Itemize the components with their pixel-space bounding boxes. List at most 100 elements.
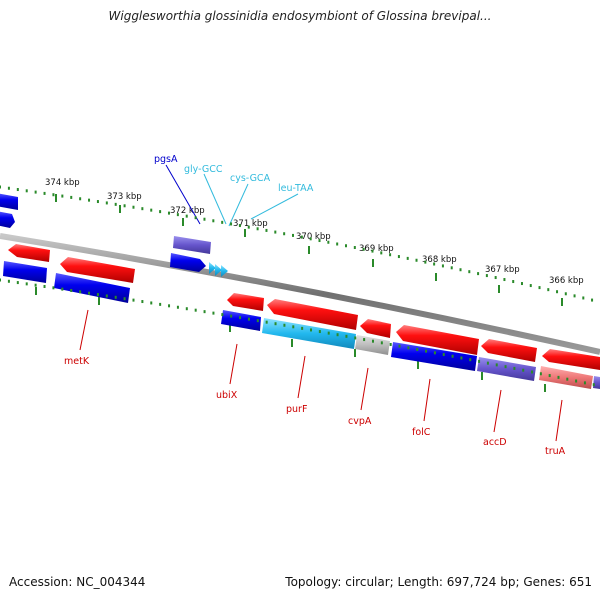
- genome-summary-text: Topology: circular; Length: 697,724 bp; …: [285, 575, 592, 589]
- minor-tick: [309, 328, 312, 332]
- minor-tick: [274, 230, 277, 234]
- minor-tick: [450, 266, 453, 270]
- cds-feature-pgsA[interactable]: [173, 236, 211, 254]
- gene-label-folC[interactable]: folC: [412, 427, 431, 438]
- minor-tick: [318, 239, 321, 243]
- minor-tick: [389, 342, 392, 346]
- minor-tick: [469, 358, 472, 362]
- minor-tick: [96, 200, 99, 204]
- cds-feature-metK[interactable]: [54, 273, 130, 303]
- minor-tick: [70, 195, 73, 199]
- minor-tick: [239, 316, 242, 320]
- minor-tick: [539, 372, 542, 376]
- minor-tick: [141, 300, 144, 304]
- minor-tick: [433, 351, 436, 355]
- cds-feature[interactable]: [227, 293, 264, 311]
- trna-feature-gly-GCC[interactable]: [209, 262, 216, 274]
- trna-feature-cys-GCA[interactable]: [215, 264, 222, 276]
- cds-feature-truA[interactable]: [539, 366, 593, 389]
- gene-label-pgsA[interactable]: pgsA: [154, 154, 178, 165]
- minor-tick: [167, 211, 170, 215]
- minor-tick: [327, 331, 330, 335]
- minor-tick: [283, 232, 286, 236]
- cds-feature[interactable]: [0, 211, 15, 228]
- minor-tick: [247, 317, 250, 321]
- minor-tick: [203, 310, 206, 314]
- leader-line: [493, 389, 502, 433]
- gene-label-truA[interactable]: truA: [545, 446, 566, 457]
- leader-line: [203, 173, 227, 225]
- minor-tick: [221, 220, 224, 224]
- minor-tick: [79, 290, 82, 294]
- minor-tick: [159, 302, 162, 306]
- minor-tick: [150, 208, 153, 212]
- leader-line: [360, 367, 369, 411]
- minor-tick: [425, 349, 428, 353]
- cds-feature-folC[interactable]: [391, 342, 477, 371]
- minor-tick: [345, 334, 348, 338]
- cds-feature[interactable]: [360, 319, 391, 338]
- minor-tick: [397, 255, 400, 259]
- cds-feature[interactable]: [593, 376, 600, 389]
- cds-feature[interactable]: [542, 349, 600, 370]
- gene-label-accD[interactable]: accD: [483, 437, 507, 448]
- minor-tick: [592, 383, 595, 387]
- minor-tick: [371, 339, 374, 343]
- minor-tick: [477, 272, 480, 276]
- minor-tick: [230, 314, 233, 318]
- minor-tick: [504, 365, 507, 369]
- leader-line: [229, 343, 238, 385]
- gene-label-leu-TAA[interactable]: leu-TAA: [278, 183, 314, 194]
- cds-feature[interactable]: [170, 253, 206, 272]
- minor-tick: [141, 207, 144, 211]
- minor-tick: [114, 202, 117, 206]
- minor-tick: [583, 381, 586, 385]
- minor-tick: [495, 363, 498, 367]
- minor-tick: [301, 326, 304, 330]
- gene-label-cys-GCA[interactable]: cys-GCA: [230, 173, 271, 184]
- cds-feature[interactable]: [396, 325, 479, 355]
- cds-feature[interactable]: [8, 244, 50, 262]
- cds-feature-accD[interactable]: [477, 357, 536, 381]
- minor-tick: [503, 278, 506, 282]
- minor-tick: [433, 262, 436, 266]
- minor-tick: [416, 347, 419, 351]
- minor-tick: [185, 307, 188, 311]
- minor-tick: [221, 313, 224, 317]
- cds-feature[interactable]: [0, 193, 18, 210]
- gene-label-gly-GCC[interactable]: gly-GCC: [184, 164, 223, 175]
- minor-tick: [292, 325, 295, 329]
- minor-tick: [212, 311, 215, 315]
- gene-label-cvpA[interactable]: cvpA: [348, 416, 372, 427]
- minor-tick: [283, 323, 286, 327]
- ruler-tick-label: 371 kbp: [233, 219, 268, 229]
- minor-tick: [52, 286, 55, 290]
- cds-feature-cvpA[interactable]: [355, 335, 390, 355]
- minor-tick: [564, 292, 567, 296]
- minor-tick: [194, 308, 197, 312]
- minor-tick: [459, 268, 462, 272]
- minor-tick: [176, 305, 179, 309]
- minor-tick: [520, 282, 523, 286]
- minor-tick: [150, 301, 153, 305]
- ruler-major-ticks: [35, 194, 563, 392]
- ruler-tick-label: 368 kbp: [422, 255, 457, 265]
- trna-feature-leu-TAA[interactable]: [221, 265, 228, 277]
- cds-feature[interactable]: [481, 339, 537, 362]
- minor-tick: [591, 298, 594, 302]
- minor-tick: [494, 276, 497, 280]
- reverse-strand-features: [3, 261, 600, 389]
- gene-label-purF[interactable]: purF: [286, 404, 307, 415]
- cds-feature[interactable]: [60, 257, 135, 283]
- gene-label-metK[interactable]: metK: [64, 356, 90, 367]
- minor-tick: [168, 304, 171, 308]
- cds-feature[interactable]: [267, 299, 358, 330]
- minor-tick: [380, 341, 383, 345]
- cds-feature-purF[interactable]: [262, 318, 356, 349]
- gene-label-ubiX[interactable]: ubiX: [216, 390, 238, 401]
- cds-feature[interactable]: [3, 261, 47, 283]
- cds-feature-ubiX[interactable]: [221, 310, 261, 331]
- minor-tick: [344, 244, 347, 248]
- ruler-tick-label: 366 kbp: [549, 276, 584, 286]
